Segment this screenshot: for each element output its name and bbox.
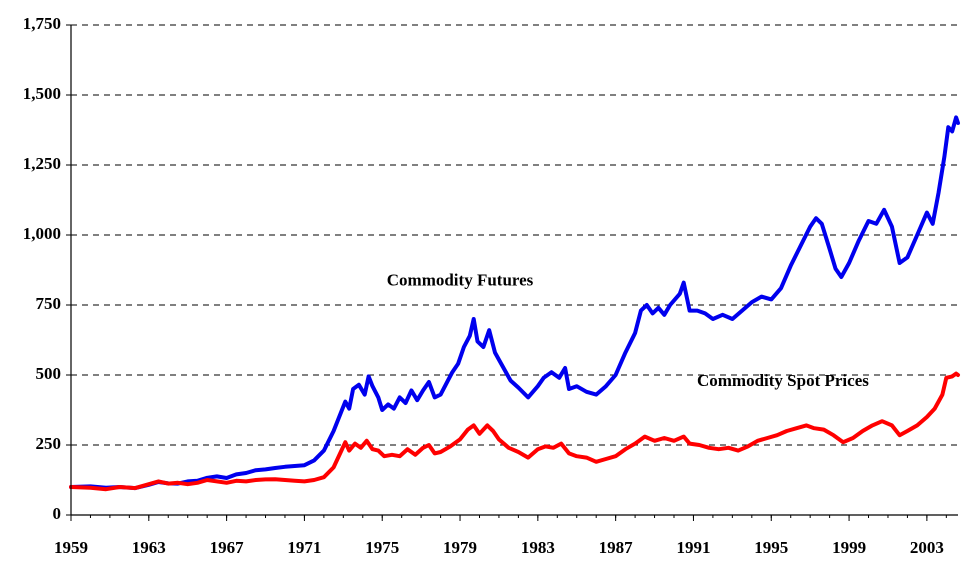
- x-tick-label: 1991: [676, 538, 710, 557]
- x-tick-label: 1971: [287, 538, 321, 557]
- y-tick-label: 500: [36, 364, 62, 383]
- y-tick-label: 1,250: [23, 154, 61, 173]
- x-axis-ticks: 1959 1963 1967 1971 1975 1979 1983 1987 1991 1995…: [54, 515, 947, 557]
- x-tick-label: 1999: [832, 538, 866, 557]
- x-tick-label: 1979: [443, 538, 477, 557]
- gridlines: [71, 24, 958, 446]
- commodity-futures-label: Commodity Futures: [387, 270, 534, 289]
- commodity-spot-prices-line: [69, 371, 960, 492]
- x-tick-label: 1959: [54, 538, 88, 557]
- x-tick-label: 1975: [365, 538, 399, 557]
- x-tick-label: 1995: [754, 538, 788, 557]
- commodity-futures-line: [69, 115, 960, 491]
- x-tick-label: 1987: [599, 538, 634, 557]
- y-axis-ticks: 0 250 500 750 1,000 1,250 1,500 1,750: [23, 14, 71, 523]
- y-tick-label: 250: [36, 434, 62, 453]
- y-tick-label: 750: [36, 294, 62, 313]
- commodity-spot-prices-label: Commodity Spot Prices: [697, 371, 869, 390]
- x-tick-label: 1963: [132, 538, 166, 557]
- series-labels: Commodity Futures Commodity Spot Prices: [387, 270, 869, 390]
- x-tick-label: 1983: [521, 538, 555, 557]
- series-lines: [69, 115, 960, 492]
- y-tick-label: 1,500: [23, 84, 61, 103]
- y-tick-label: 1,750: [23, 14, 61, 33]
- y-tick-label: 1,000: [23, 224, 61, 243]
- y-tick-label: 0: [53, 504, 62, 523]
- x-tick-label: 2003: [910, 538, 944, 557]
- x-tick-label: 1967: [210, 538, 245, 557]
